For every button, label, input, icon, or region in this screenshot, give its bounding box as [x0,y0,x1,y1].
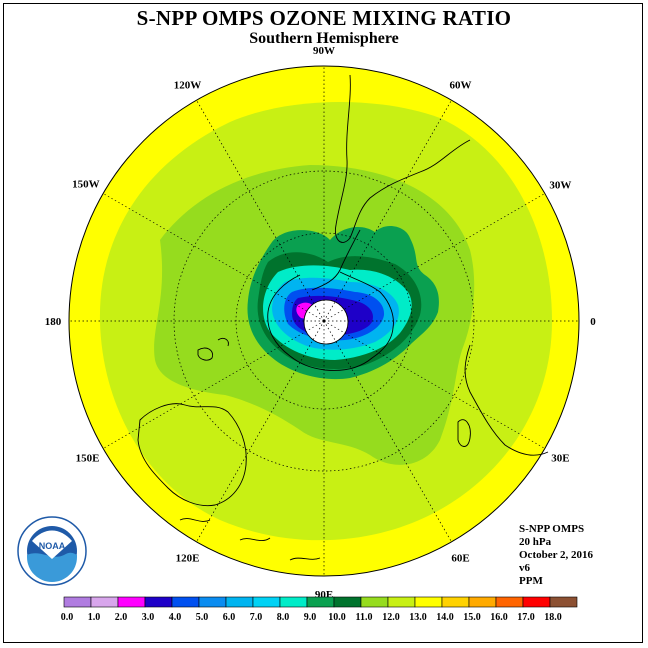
meridian-line [323,193,546,322]
colorbar-tick-label: 3.0 [142,612,155,623]
longitude-label: 90W [313,45,335,57]
colorbar-tick-label: 8.0 [277,612,290,623]
colorbar-box [468,596,497,608]
colorbar-box [225,596,254,608]
longitude-label: 60E [451,552,469,564]
map-subtitle: Southern Hemisphere [249,30,399,47]
colorbar-tick-label: 2.0 [115,612,128,623]
australia-coast [137,403,247,507]
new-zealand [197,337,229,361]
coastlines [137,74,549,561]
colorbar-box [63,596,92,608]
longitude-label: 180 [45,316,62,328]
colorbar-box [495,596,524,608]
latitude-circle-30s [173,170,475,472]
longitude-label: 30W [549,180,571,192]
info-date: October 2, 2016 [519,549,594,561]
colorbar-box [414,596,443,608]
image-frame [3,3,643,643]
meridian-line [102,320,325,449]
longitude-label: 120E [176,552,200,564]
south-america-coast [334,74,471,243]
meridian-line [323,320,452,543]
graticule [69,66,579,576]
colorbar-box [90,596,119,608]
colorbar-tick-label: 18.0 [544,612,562,623]
colorbar-tick-label: 15.0 [463,612,481,623]
colorbar-tick-label: 17.0 [517,612,535,623]
colorbar-tick-label: 11.0 [356,612,373,623]
colorbar-box [549,596,578,608]
colorbar-tick-label: 14.0 [436,612,454,623]
colorbar-tick-label: 16.0 [490,612,508,623]
noaa-logo-text: NOAA [39,541,66,551]
polar-night-area [303,299,349,345]
longitude-label: 150E [76,453,100,465]
colorbar-box [198,596,227,608]
longitude-label: 0 [590,316,596,328]
longitude-label: 150W [72,179,100,191]
colorbar-tick-label: 9.0 [304,612,317,623]
longitude-label: 30E [551,453,569,465]
colorbar-box [333,596,362,608]
colorbar-tick-label: 0.0 [61,612,74,623]
info-level: 20 hPa [519,536,552,548]
info-instrument: S-NPP OMPS [519,523,585,535]
south-pole-marker [322,319,326,323]
antarctica-coast [267,271,394,371]
noaa-logo: NOAA [17,516,87,586]
colorbar-tick-label: 13.0 [409,612,427,623]
africa-coast [464,344,549,456]
colorbar-box [252,596,281,608]
map-title: S-NPP OMPS OZONE MIXING RATIO [136,6,512,30]
meridian-line [323,99,452,322]
colorbar-tick-label: 5.0 [196,612,209,623]
meridian-line [196,99,325,322]
colorbar-tick-label: 4.0 [169,612,182,623]
colorbar-box [144,596,173,608]
info-version: v6 [519,562,530,574]
colorbar-tick-label: 1.0 [88,612,101,623]
colorbar-tick-label: 7.0 [250,612,263,623]
colorbar-box [441,596,470,608]
map-boundary [68,65,580,577]
colorbar-tick-label: 6.0 [223,612,236,623]
meridian-line [323,320,546,449]
colorbar-box [306,596,335,608]
indonesia-islands [179,518,321,561]
longitude-label: 120W [174,80,202,92]
colorbar-box [279,596,308,608]
colorbar-tick-label: 10.0 [328,612,346,623]
longitude-label: 60W [450,80,472,92]
colorbar-box [171,596,200,608]
colorbar-box [387,596,416,608]
colorbar-box [117,596,146,608]
colorbar-box [522,596,551,608]
map-info: S-NPP OMPS 20 hPa October 2, 2016 v6 PPM [519,523,593,588]
madagascar [457,419,471,447]
meridian-line [102,193,325,322]
antarctic-peninsula [311,229,361,291]
meridian-line [196,320,325,543]
colorbar-tick-label: 12.0 [382,612,400,623]
colorbar-box [360,596,389,608]
info-units: PPM [519,575,543,587]
